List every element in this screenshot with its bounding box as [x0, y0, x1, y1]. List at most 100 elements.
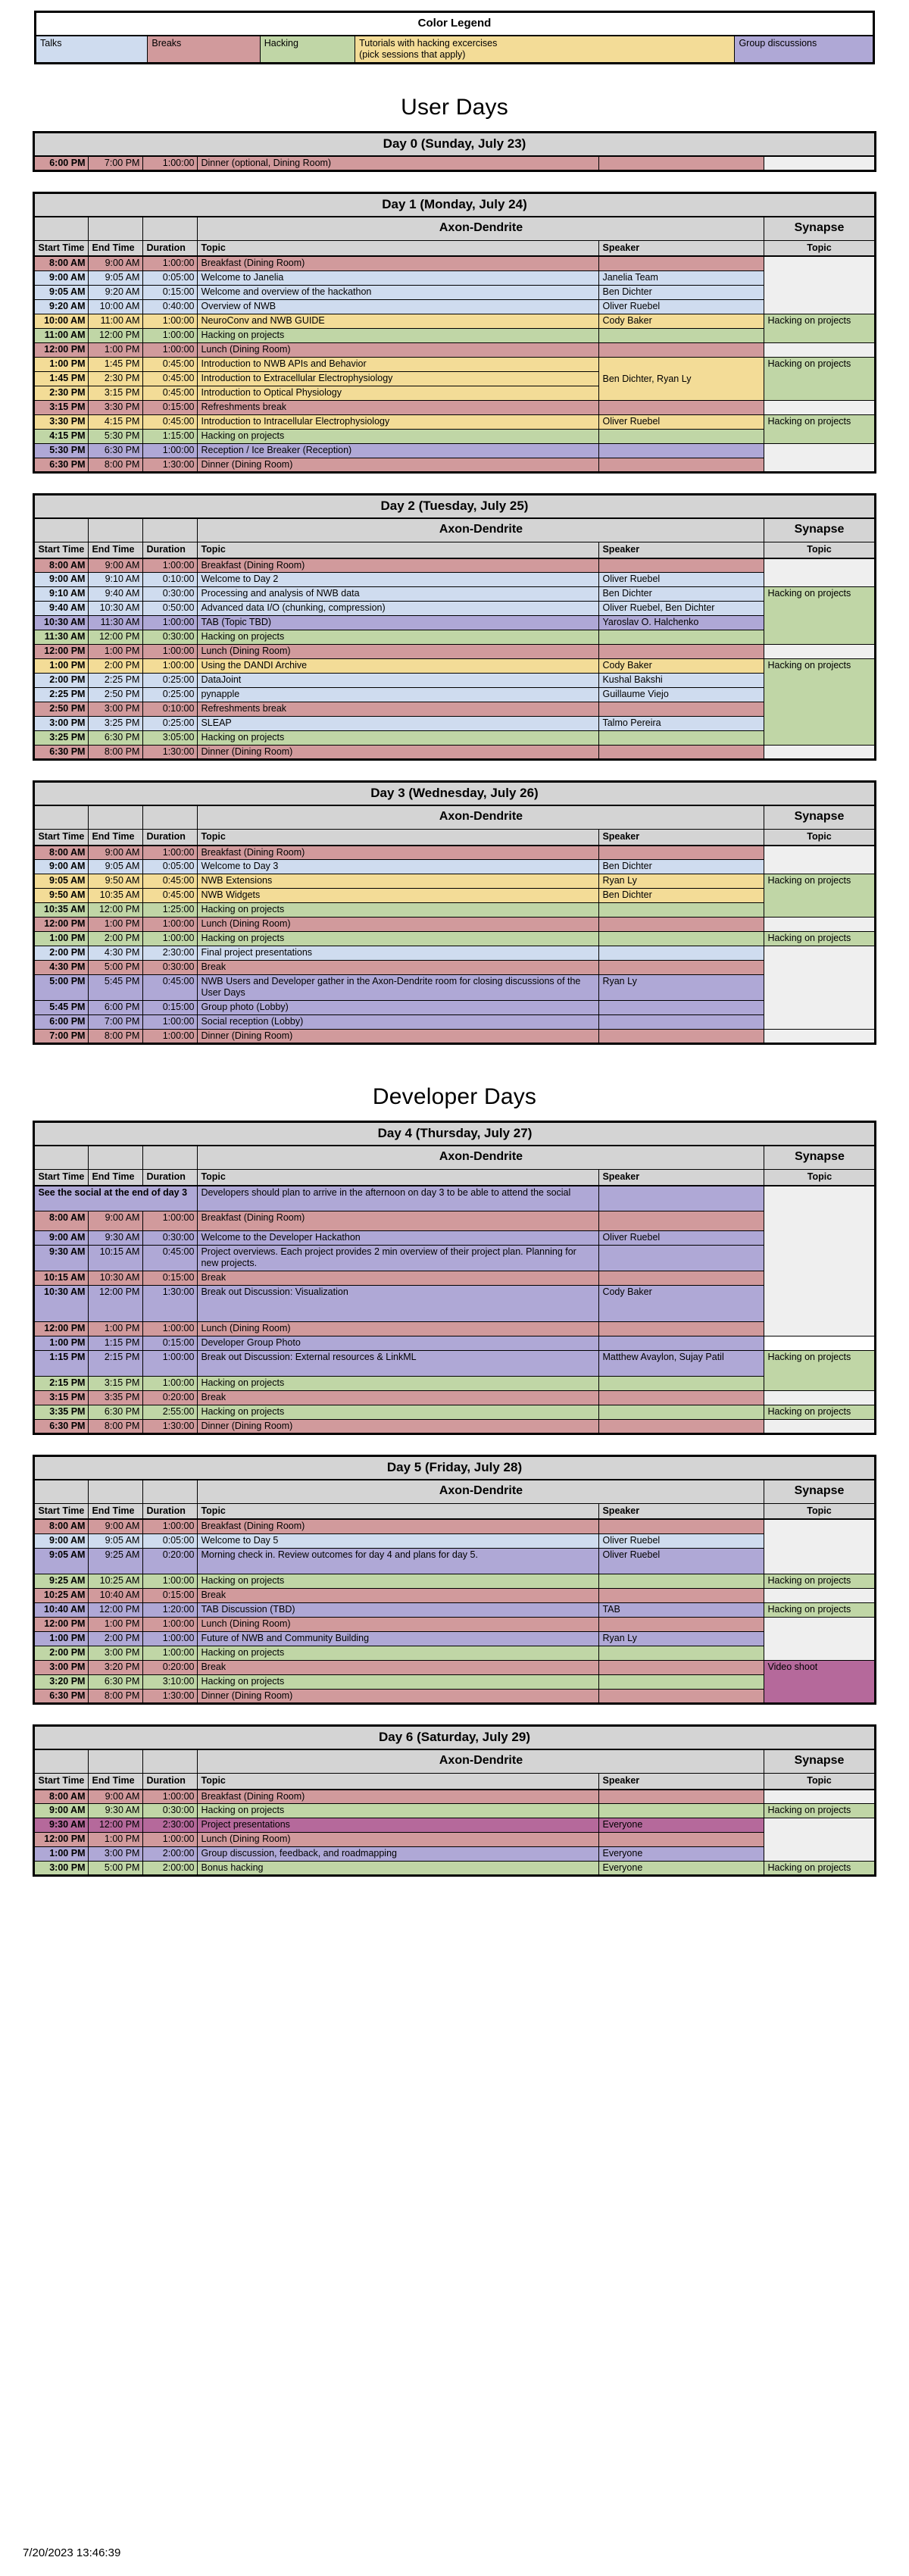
- cell-synapse-topic: [764, 1029, 876, 1045]
- cell-end-time: 3:15 PM: [88, 385, 144, 401]
- cell-start-time: 5:00 PM: [33, 974, 89, 1002]
- table-row: 5:30 PM 6:30 PM 1:00:00 Reception / Ice Bre…: [33, 442, 876, 473]
- cell-synapse-topic: Hacking on projects: [764, 874, 876, 918]
- cell-speaker: [598, 730, 765, 746]
- cell-end-time: 9:05 AM: [88, 1533, 144, 1549]
- cell-duration: 1:00:00: [142, 1789, 198, 1805]
- table-row: 3:25 PM 6:30 PM 3:05:00 Hacking on projects: [33, 730, 875, 746]
- table-row: 4:30 PM 5:00 PM 0:30:00 Break: [33, 960, 875, 976]
- cell-end-time: 9:00 AM: [88, 558, 144, 574]
- cell-end-time: 6:30 PM: [88, 730, 144, 746]
- cell-speaker: [598, 1518, 765, 1534]
- cell-topic: Lunch (Dining Room): [197, 644, 600, 660]
- cell-start-time: 10:15 AM: [33, 1271, 89, 1286]
- cell-duration: 1:00:00: [142, 1616, 198, 1632]
- cell-speaker: [598, 1418, 765, 1434]
- cell-duration: 0:45:00: [142, 974, 198, 1002]
- cell-start-time: 3:35 PM: [33, 1404, 89, 1420]
- developer-days-tables: Day 4 (Thursday, July 27) Axon-Dendrite Sy…: [0, 1121, 909, 1896]
- cell-synapse-topic: [764, 342, 876, 358]
- cell-duration: 1:00:00: [142, 442, 198, 458]
- cell-topic: NWB Widgets: [197, 888, 600, 904]
- cell-speaker: Ryan Ly: [598, 1630, 765, 1646]
- cell-duration: 1:00:00: [142, 1832, 198, 1848]
- cell-synapse-topic: [764, 1818, 876, 1862]
- cell-start-time: 7:00 PM: [33, 1029, 89, 1045]
- cell-topic: Final project presentations: [197, 946, 600, 961]
- table-row: 9:25 AM 10:25 AM 1:00:00 Hacking on project…: [33, 1573, 876, 1589]
- cell-end-time: 3:00 PM: [88, 702, 144, 717]
- section-heading-developer-days: Developer Days: [372, 1084, 537, 1110]
- col-header-start-time: Start Time: [33, 1772, 89, 1790]
- cell-speaker: Cody Baker: [598, 658, 765, 674]
- cell-topic: Bonus hacking: [197, 1861, 600, 1877]
- cell-duration: 1:00:00: [142, 931, 198, 947]
- col-header-duration: Duration: [142, 829, 198, 846]
- cell-speaker: Oliver Ruebel: [598, 572, 765, 588]
- cell-duration: 0:25:00: [142, 716, 198, 732]
- cell-topic: Hacking on projects: [197, 1645, 600, 1661]
- table-row: 2:25 PM 2:50 PM 0:25:00 pynapple Guillaume V…: [33, 687, 875, 703]
- col-header-synapse-topic: Topic: [764, 1772, 876, 1790]
- cell-speaker: [598, 155, 765, 171]
- cell-start-time: 9:00 AM: [33, 859, 89, 875]
- col-header-speaker: Speaker: [598, 1169, 765, 1186]
- cell-speaker: Ben Dichter: [598, 284, 765, 300]
- cell-start-time: 1:15 PM: [33, 1349, 89, 1377]
- cell-speaker: [598, 1616, 765, 1632]
- cell-synapse-topic: [764, 1616, 876, 1661]
- cell-start-time: 1:00 PM: [33, 1846, 89, 1862]
- cell-end-time: 1:00 PM: [88, 1321, 144, 1336]
- cell-topic: Dinner (Dining Room): [197, 1688, 600, 1704]
- table-row: 9:20 AM 10:00 AM 0:40:00 Overview of NWB Oli…: [33, 299, 875, 314]
- cell-speaker: Talmo Pereira: [598, 716, 765, 732]
- cell-duration: 1:30:00: [142, 745, 198, 761]
- schedule-table-day5: Day 5 (Friday, July 28) Axon-Dendrite Syna…: [33, 1454, 876, 1705]
- cell-topic: Welcome to the Developer Hackathon: [197, 1230, 600, 1246]
- room-header-axon-dendrite: Axon-Dendrite: [197, 1749, 765, 1774]
- cell-end-time: 6:30 PM: [88, 1674, 144, 1690]
- cell-start-time: 2:50 PM: [33, 702, 89, 717]
- cell-end-time: 2:00 PM: [88, 658, 144, 674]
- table-row: 11:30 AM 12:00 PM 0:30:00 Hacking on projec…: [33, 630, 875, 646]
- cell-speaker: [598, 1789, 765, 1805]
- cell-speaker: [598, 1390, 765, 1405]
- cell-speaker: [598, 1573, 765, 1589]
- room-header-synapse: Synapse: [764, 517, 876, 542]
- cell-start-time: 2:25 PM: [33, 687, 89, 703]
- legend-swatch-talks: Talks: [34, 35, 148, 64]
- blank-header: [33, 1749, 89, 1774]
- col-header-synapse-topic: Topic: [764, 1502, 876, 1521]
- cell-speaker: [598, 1245, 765, 1272]
- cell-end-time: 12:00 PM: [88, 1818, 144, 1834]
- cell-topic: Breakfast (Dining Room): [197, 558, 600, 574]
- table-row: 9:30 AM 12:00 PM 2:30:00 Project presentati…: [33, 1818, 876, 1862]
- table-row: 3:15 PM 3:30 PM 0:15:00 Refreshments break: [33, 399, 876, 415]
- cell-topic: Future of NWB and Community Building: [197, 1630, 600, 1646]
- schedule-table-day6: Day 6 (Saturday, July 29) Axon-Dendrite Sy…: [33, 1724, 876, 1877]
- cell-end-time: 5:00 PM: [88, 1861, 144, 1877]
- cell-end-time: 8:00 PM: [88, 745, 144, 761]
- table-row: 10:30 AM 11:30 AM 1:00:00 TAB (Topic TBD) Ya…: [33, 615, 875, 631]
- cell-start-time: 2:00 PM: [33, 946, 89, 961]
- cell-end-time: 12:00 PM: [88, 1602, 144, 1618]
- cell-duration: 1:00:00: [142, 917, 198, 933]
- cell-synapse-topic: [764, 1518, 876, 1574]
- table-row: 11:00 AM 12:00 PM 1:00:00 Hacking on projec…: [33, 327, 875, 343]
- table-row: 10:35 AM 12:00 PM 1:25:00 Hacking on projec…: [33, 902, 875, 918]
- cell-end-time: 1:00 PM: [88, 1832, 144, 1848]
- cell-speaker: [598, 1375, 765, 1391]
- cell-synapse-topic: [764, 558, 876, 588]
- cell-end-time: 3:00 PM: [88, 1846, 144, 1862]
- cell-topic: Hacking on projects: [197, 1803, 600, 1819]
- table-row: 4:15 PM 5:30 PM 1:15:00 Hacking on projects: [33, 428, 875, 444]
- cell-end-time: 1:00 PM: [88, 644, 144, 660]
- cell-end-time: 11:30 AM: [88, 615, 144, 631]
- cell-duration: 1:30:00: [142, 1418, 198, 1434]
- table-row: 12:00 PM 1:00 PM 1:00:00 Lunch (Dining Room…: [33, 917, 876, 933]
- cell-synapse-topic: [764, 745, 876, 761]
- cell-topic: Breakfast (Dining Room): [197, 255, 600, 271]
- cell-start-time: 3:20 PM: [33, 1674, 89, 1690]
- cell-duration: 1:15:00: [142, 428, 198, 444]
- cell-end-time: 10:00 AM: [88, 299, 144, 314]
